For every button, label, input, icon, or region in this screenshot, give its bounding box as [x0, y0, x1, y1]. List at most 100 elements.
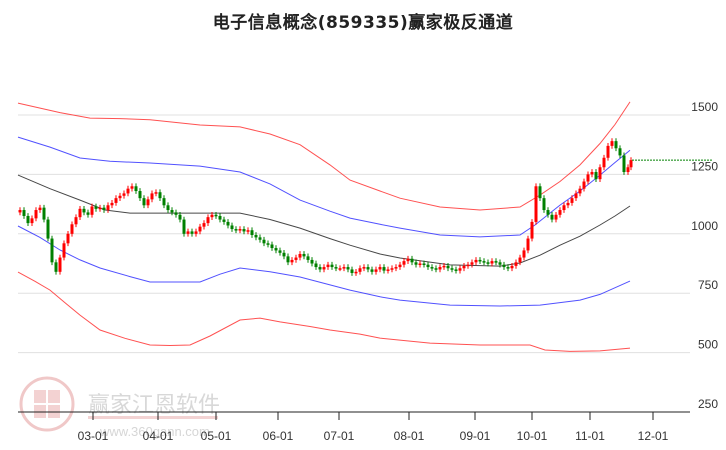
candle	[250, 230, 254, 235]
candle	[490, 261, 494, 264]
candle	[618, 148, 622, 156]
candle	[66, 233, 70, 244]
candle	[262, 239, 266, 244]
candle	[362, 267, 366, 269]
candle	[610, 141, 614, 146]
candle	[570, 198, 574, 203]
candle	[478, 259, 482, 262]
band-lower_outer	[17, 271, 631, 352]
candle	[374, 269, 378, 272]
candle	[106, 205, 110, 211]
candle	[486, 262, 490, 264]
candle	[246, 230, 250, 232]
candle	[58, 257, 62, 272]
candle	[186, 231, 190, 234]
candle	[222, 219, 226, 222]
candle	[98, 207, 102, 210]
candle	[394, 267, 398, 269]
candle	[366, 267, 370, 270]
y-tick-label: 1000	[691, 219, 718, 233]
candle	[26, 215, 30, 224]
x-tick-label: 11-01	[575, 429, 605, 443]
candle	[218, 215, 222, 220]
candle	[354, 271, 358, 274]
candle	[402, 261, 406, 265]
candle	[534, 186, 538, 222]
candle	[274, 248, 278, 251]
candle	[162, 198, 166, 206]
candle	[146, 199, 150, 206]
x-tick-label: 12-01	[638, 429, 669, 443]
candle	[166, 205, 170, 211]
candle	[338, 268, 342, 270]
candle	[86, 212, 90, 215]
candle	[602, 157, 606, 168]
candle	[270, 244, 274, 249]
candle	[438, 267, 442, 270]
candle	[110, 202, 114, 206]
candle	[530, 221, 534, 239]
band-upper_inner	[17, 136, 631, 238]
candle	[130, 186, 134, 189]
candle	[586, 174, 590, 182]
candle	[598, 167, 602, 180]
candle	[290, 259, 294, 263]
candle	[414, 262, 418, 265]
candle	[198, 226, 202, 232]
candlesticks	[18, 138, 633, 276]
candle	[518, 257, 522, 263]
x-tick-label: 05-01	[201, 429, 232, 443]
y-tick-label: 250	[698, 397, 718, 411]
candle	[230, 225, 234, 230]
candle	[226, 221, 230, 226]
candle	[142, 198, 146, 206]
candle	[550, 214, 554, 220]
seal-icon	[19, 376, 75, 432]
candle	[542, 198, 546, 211]
candle	[122, 193, 126, 196]
candle	[346, 267, 350, 270]
candle	[422, 263, 426, 265]
watermark-brand: 赢家江恩软件	[88, 393, 220, 418]
candle	[406, 258, 410, 262]
candle	[210, 214, 214, 218]
candle	[454, 269, 458, 271]
candle	[326, 264, 330, 268]
candle	[506, 267, 510, 269]
candle	[134, 186, 138, 192]
candle	[318, 267, 322, 270]
candle	[450, 268, 454, 270]
x-tick-label: 08-01	[394, 429, 425, 443]
candle	[386, 269, 390, 271]
candle	[378, 267, 382, 270]
candle	[350, 269, 354, 274]
candle	[558, 210, 562, 215]
candle	[342, 267, 346, 269]
watermark-url: www.360gann.com	[99, 424, 210, 439]
candle	[194, 231, 198, 234]
candle	[302, 253, 306, 257]
candle	[62, 243, 66, 258]
candle	[202, 223, 206, 227]
candle	[158, 192, 162, 199]
candle	[18, 210, 22, 213]
candle	[54, 262, 58, 272]
x-axis	[18, 411, 690, 420]
candle	[582, 181, 586, 189]
candle	[34, 210, 38, 219]
candle	[294, 257, 298, 260]
candle	[594, 172, 598, 180]
candle	[38, 207, 42, 211]
candle	[150, 193, 154, 200]
candle	[102, 207, 106, 211]
gridlines	[18, 114, 690, 354]
candle	[462, 265, 466, 269]
candle	[206, 217, 210, 224]
candle	[126, 188, 130, 194]
candle	[482, 261, 486, 263]
x-tick-label: 09-01	[460, 429, 491, 443]
band-upper_outer	[17, 101, 631, 211]
chart-title: 电子信息概念(859335)赢家极反通道	[212, 13, 514, 33]
candle	[82, 208, 86, 213]
